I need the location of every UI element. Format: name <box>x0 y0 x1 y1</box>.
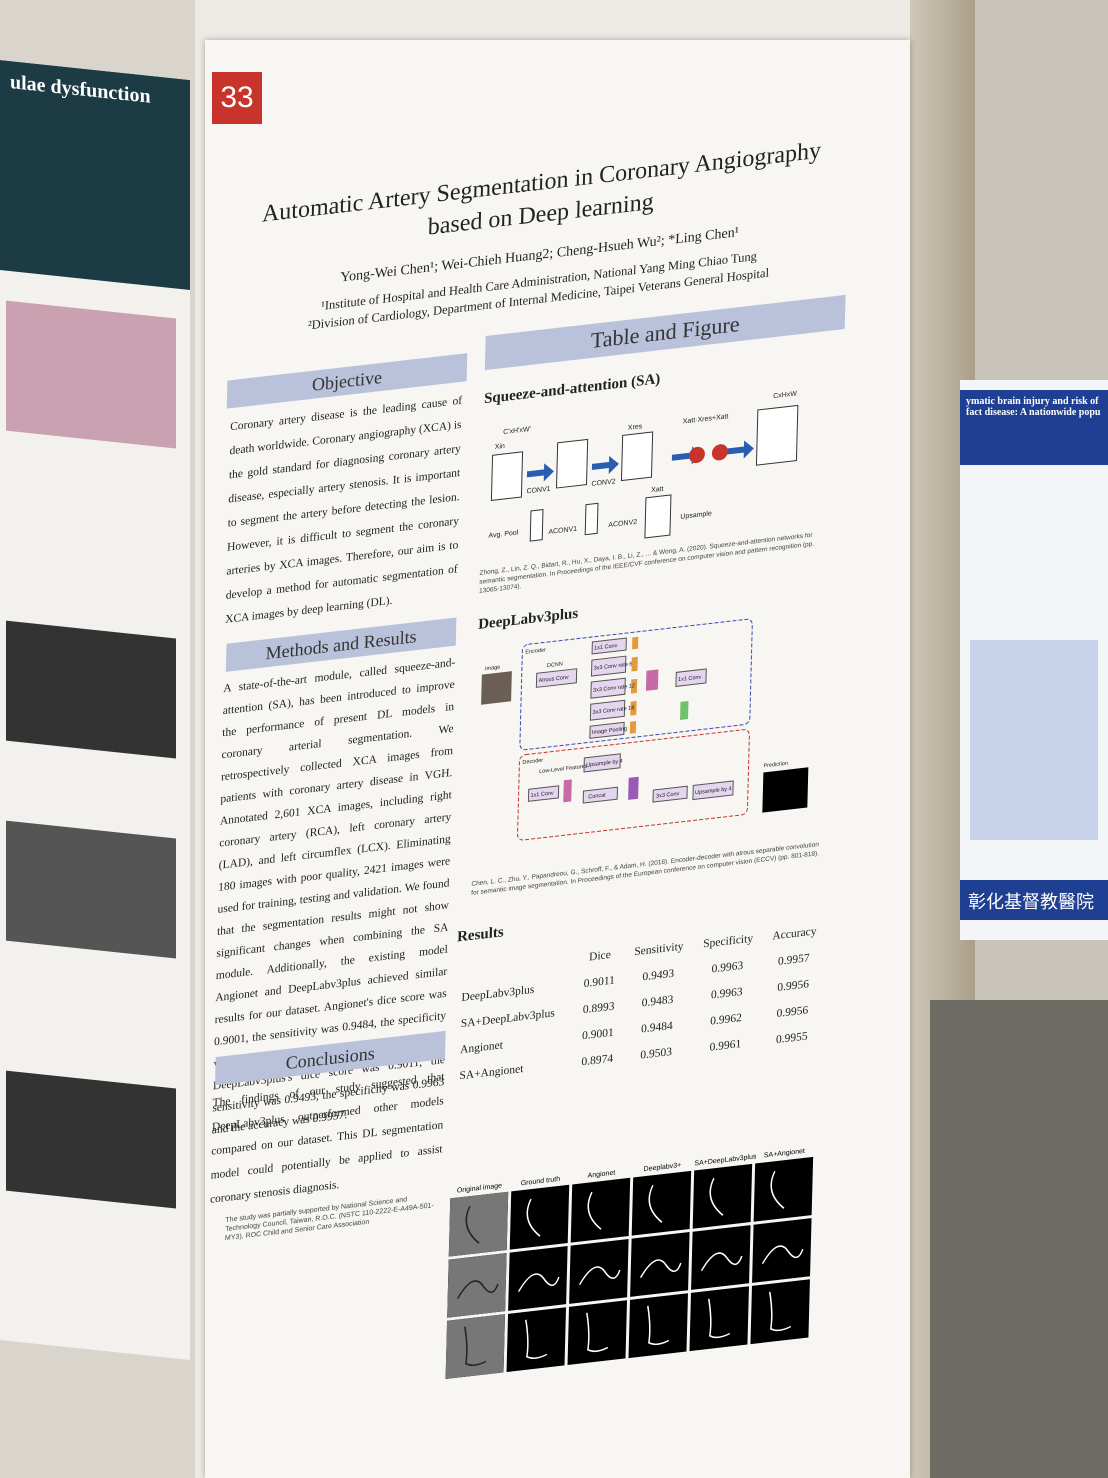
diagram-label: ACONV2 <box>608 519 637 529</box>
image-cell <box>508 1245 568 1311</box>
image-row <box>445 1278 816 1382</box>
image-cell <box>750 1279 810 1345</box>
vessel-image <box>448 1191 509 1257</box>
diagram-label: Xres <box>628 423 643 432</box>
poster-content: Automatic Artery Segmentation in Coronar… <box>201 134 852 1409</box>
image-cell <box>753 1156 814 1222</box>
table-cell: 0.8974 <box>581 1052 614 1069</box>
diagram-label: Image <box>485 665 500 673</box>
diagram-label: 3x3 Conv rate 18 <box>592 705 634 716</box>
diagram-label: Upsample by 4 <box>695 786 732 796</box>
diagram-label: Low-Level Features <box>539 764 588 776</box>
diagram-label: Encoder <box>525 647 546 655</box>
vessel-image <box>526 1198 541 1237</box>
right-poster: ymatic brain injury and risk of fact dise… <box>960 380 1108 940</box>
diagram-label: 1x1 Conv <box>594 643 618 652</box>
objective-text: Coronary artery disease is the leading c… <box>225 394 463 626</box>
image-cell <box>689 1286 749 1352</box>
image-cell <box>448 1191 509 1257</box>
diagram-label: C'xH'xW' <box>503 426 531 436</box>
left-poster-title: ulae dysfunction <box>0 60 190 290</box>
image-cell <box>631 1170 692 1236</box>
diagram-label: Xin <box>495 443 505 451</box>
diagram-label: 1x1 Conv <box>678 675 702 684</box>
diagram-label: Prediction <box>763 761 788 770</box>
left-poster: ulae dysfunction <box>0 60 190 1360</box>
diagram-label: ACONV1 <box>548 526 577 536</box>
conclusions-text: The findings of our study suggested that… <box>209 1070 445 1206</box>
image-cell <box>569 1239 629 1304</box>
image-cell <box>570 1177 631 1243</box>
results-heading: Results <box>456 924 504 946</box>
diagram-label: DCNN <box>547 661 563 669</box>
diagram-label: CxHxW <box>773 390 797 400</box>
vessel-image <box>709 1177 724 1216</box>
vessel-image <box>648 1184 663 1223</box>
diagram-label: Avg. Pool <box>488 529 518 539</box>
diagram-label: Xatt·Xres+Xatt <box>683 413 729 425</box>
diagram-label: Image Pooling <box>592 726 627 736</box>
diagram-label: Decoder <box>522 758 543 766</box>
diagram-label: Xatt <box>651 486 664 494</box>
right-poster-title: ymatic brain injury and risk of <box>966 396 1099 407</box>
image-row <box>448 1156 820 1260</box>
floor <box>930 1000 1108 1478</box>
vessel-image <box>578 1266 621 1285</box>
diagram-label: CONV1 <box>526 486 550 496</box>
right-poster-banner: 彰化基督教醫院 <box>960 880 1108 920</box>
image-cell <box>567 1300 628 1366</box>
image-cell <box>752 1218 812 1283</box>
vessel-image <box>587 1191 602 1230</box>
diagram-label: Concat <box>588 792 606 800</box>
vessel-image <box>517 1273 560 1292</box>
vessel-image <box>586 1312 609 1353</box>
vessel-image <box>769 1291 792 1332</box>
vessel-image <box>770 1171 785 1209</box>
diagram-label: Upsample by 4 <box>586 759 623 769</box>
vessel-image <box>447 1252 507 1318</box>
vessel-image <box>708 1298 731 1339</box>
image-cell <box>447 1252 507 1318</box>
vessel-image <box>761 1245 804 1265</box>
image-cell <box>692 1163 753 1229</box>
image-cell <box>445 1314 506 1379</box>
vessel-image <box>647 1305 670 1346</box>
image-cell <box>628 1293 688 1359</box>
poster-number: 33 <box>212 72 262 124</box>
image-row <box>447 1217 818 1321</box>
diagram-label: 3x3 Conv rate 6 <box>594 661 633 671</box>
diagram-label: CONV2 <box>591 478 615 488</box>
diagram-label: 3x3 Conv rate 12 <box>593 683 635 694</box>
vessel-image <box>525 1319 548 1360</box>
results-table: Dice Sensitivity Specificity Accuracy DeepL… <box>453 917 826 1090</box>
diagram-label: 3x3 Conv <box>656 791 680 800</box>
diagram-label: Upsample <box>680 510 712 521</box>
segmentation-examples: Original imageGround truthAngionetDeepla… <box>445 1138 820 1382</box>
image-cell <box>630 1232 690 1297</box>
image-cell <box>509 1184 570 1250</box>
vessel-image <box>700 1252 743 1272</box>
image-cell <box>691 1225 751 1290</box>
sa-diagram: C'xH'xW' Xin CONV1 CONV2 Xres Xatt·Xres+… <box>488 390 799 542</box>
right-poster-header: ymatic brain injury and risk of fact dise… <box>960 390 1108 465</box>
deeplab-diagram: Encoder Image DCNN Atrous Conv 1x1 Conv … <box>481 618 809 841</box>
vessel-image <box>445 1314 506 1379</box>
diagram-label: Atrous Conv <box>538 675 569 684</box>
diagram-label: 1x1 Conv <box>530 790 554 799</box>
right-poster-subtitle: fact disease: A nationwide popu <box>966 407 1101 418</box>
vessel-image <box>639 1259 682 1278</box>
figure-heading: DeepLabv3plus <box>477 605 579 634</box>
image-cell <box>506 1307 567 1373</box>
